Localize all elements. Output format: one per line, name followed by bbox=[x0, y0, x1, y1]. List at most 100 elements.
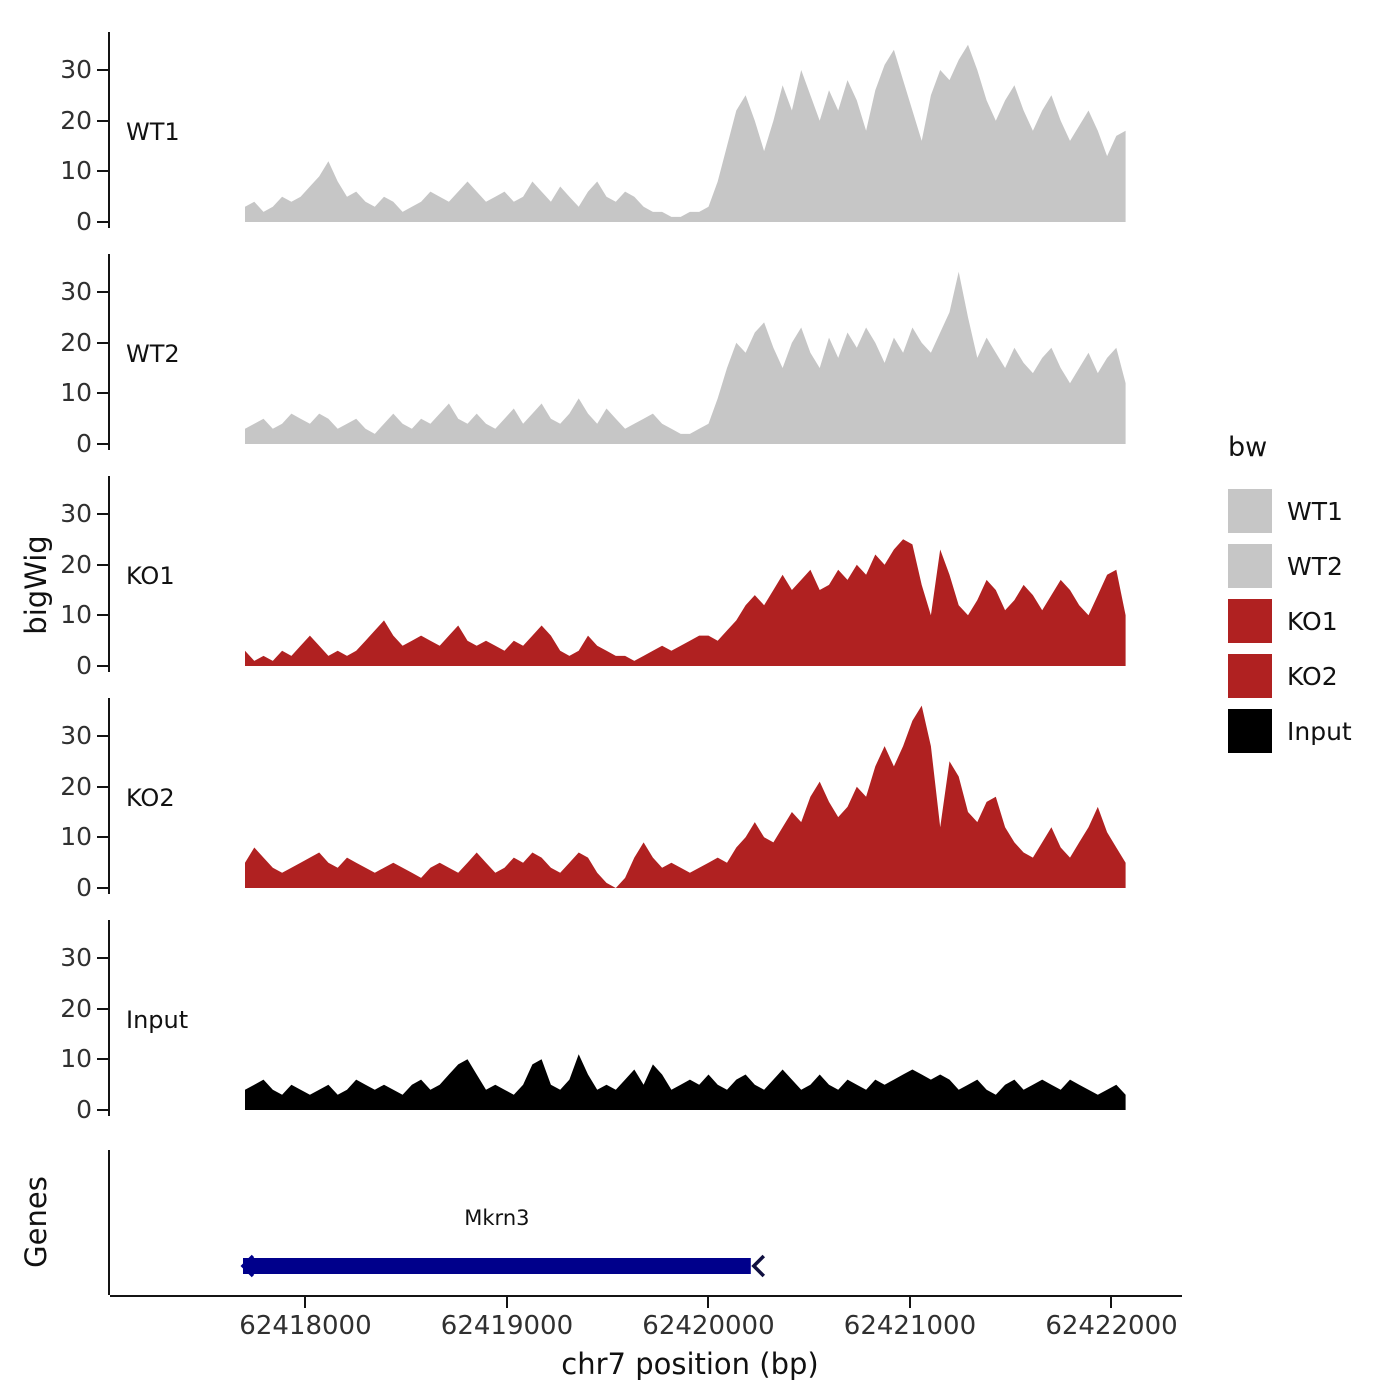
x-tick-label: 62422000 bbox=[1045, 1311, 1178, 1341]
y-tick-mark bbox=[97, 836, 108, 839]
y-axis-line bbox=[108, 1150, 110, 1295]
legend: bw WT1 WT2 KO1 KO2 Input bbox=[1228, 432, 1352, 764]
x-axis-title: chr7 position (bp) bbox=[561, 1347, 819, 1381]
gene-name-label: Mkrn3 bbox=[464, 1206, 530, 1230]
y-tick-label: 30 bbox=[60, 943, 92, 972]
y-tick-mark bbox=[97, 170, 108, 173]
area-series-KO1 bbox=[245, 539, 1126, 666]
x-tick-mark bbox=[707, 1297, 710, 1308]
legend-entry-ko1: KO1 bbox=[1228, 599, 1352, 643]
y-tick-label: 30 bbox=[60, 55, 92, 84]
track-label-ko2: KO2 bbox=[126, 784, 175, 812]
y-tick-mark bbox=[97, 785, 108, 788]
y-tick-mark bbox=[97, 221, 108, 223]
y-tick-label: 0 bbox=[76, 1095, 92, 1124]
track-panel-ko1: KO1 0 10 20 30 bbox=[0, 462, 1185, 684]
legend-swatch-wt1 bbox=[1228, 489, 1272, 533]
x-tick-label: 62420000 bbox=[642, 1311, 775, 1341]
y-tick-label: 0 bbox=[76, 429, 92, 458]
y-tick-mark bbox=[97, 735, 108, 737]
track-area-chart-wt2 bbox=[245, 271, 1126, 444]
legend-entry-wt2: WT2 bbox=[1228, 544, 1352, 588]
y-tick-label: 0 bbox=[76, 651, 92, 680]
y-tick-label: 20 bbox=[60, 327, 92, 357]
legend-label-wt1: WT1 bbox=[1287, 496, 1343, 526]
y-tick-mark bbox=[97, 563, 108, 566]
legend-label-ko1: KO1 bbox=[1287, 606, 1338, 636]
legend-swatch-ko1 bbox=[1228, 599, 1272, 643]
legend-label-wt2: WT2 bbox=[1287, 551, 1343, 581]
y-tick-label: 30 bbox=[60, 721, 92, 750]
x-axis: chr7 position (bp) 62418000 62419000 62420… bbox=[0, 1295, 1250, 1395]
x-tick-mark bbox=[304, 1297, 307, 1308]
y-tick-label: 10 bbox=[60, 378, 92, 408]
y-tick-mark bbox=[97, 119, 108, 122]
genes-panel: Mkrn3 bbox=[0, 1150, 1185, 1295]
y-tick-mark bbox=[97, 665, 108, 667]
y-tick-label: 10 bbox=[60, 156, 92, 186]
y-tick-label: 10 bbox=[60, 600, 92, 630]
legend-entry-ko2: KO2 bbox=[1228, 654, 1352, 698]
x-tick-label: 62418000 bbox=[239, 1311, 372, 1341]
x-tick-mark bbox=[505, 1297, 508, 1308]
legend-swatch-input bbox=[1228, 709, 1272, 753]
y-axis-line bbox=[108, 476, 110, 672]
track-panel-wt1: WT1 0 10 20 30 bbox=[0, 18, 1185, 240]
area-series-WT1 bbox=[245, 44, 1126, 223]
y-tick-label: 20 bbox=[60, 993, 92, 1023]
legend-title: bw bbox=[1228, 432, 1268, 463]
y-tick-mark bbox=[97, 1007, 108, 1010]
track-panel-ko2: KO2 0 10 20 30 bbox=[0, 684, 1185, 906]
y-tick-label: 10 bbox=[60, 1044, 92, 1074]
x-tick-label: 62419000 bbox=[440, 1311, 574, 1341]
y-tick-mark bbox=[97, 1109, 108, 1111]
area-series-WT2 bbox=[245, 271, 1126, 444]
legend-label-ko2: KO2 bbox=[1287, 661, 1338, 691]
gene-strand-arrow-icon bbox=[240, 1254, 255, 1278]
y-axis-line bbox=[108, 32, 110, 228]
y-tick-label: 20 bbox=[60, 549, 92, 579]
y-tick-label: 20 bbox=[60, 105, 92, 135]
y-tick-label: 0 bbox=[76, 873, 92, 902]
x-tick-mark bbox=[908, 1297, 911, 1308]
y-tick-label: 0 bbox=[76, 207, 92, 236]
legend-label-input: Input bbox=[1287, 716, 1352, 746]
gene-track-svg bbox=[240, 1254, 766, 1278]
track-panel-input: Input 0 10 20 30 bbox=[0, 906, 1185, 1128]
track-label-ko1: KO1 bbox=[126, 562, 175, 590]
track-area-chart-wt1 bbox=[245, 44, 1126, 223]
gene-body bbox=[242, 1258, 751, 1274]
y-tick-label: 10 bbox=[60, 822, 92, 852]
track-panel-wt2: WT2 0 10 20 30 bbox=[0, 240, 1185, 462]
track-label-wt2: WT2 bbox=[126, 340, 180, 368]
legend-swatch-wt2 bbox=[1228, 544, 1272, 588]
y-tick-mark bbox=[97, 69, 108, 71]
legend-entry-wt1: WT1 bbox=[1228, 489, 1352, 533]
track-area-chart-input bbox=[245, 1054, 1126, 1110]
y-axis-line bbox=[108, 920, 110, 1116]
y-tick-mark bbox=[97, 513, 108, 515]
legend-swatch-ko2 bbox=[1228, 654, 1272, 698]
track-area-chart-ko2 bbox=[245, 705, 1126, 888]
legend-entry-input: Input bbox=[1228, 709, 1352, 753]
y-tick-mark bbox=[97, 443, 108, 445]
track-area-chart-ko1 bbox=[245, 539, 1126, 666]
track-label-wt1: WT1 bbox=[126, 118, 180, 146]
y-tick-mark bbox=[97, 614, 108, 617]
gene-strand-arrow-icon bbox=[751, 1254, 766, 1278]
y-tick-mark bbox=[97, 291, 108, 293]
y-tick-label: 30 bbox=[60, 499, 92, 528]
y-tick-label: 20 bbox=[60, 771, 92, 801]
area-series-KO2 bbox=[245, 705, 1126, 888]
y-tick-mark bbox=[97, 341, 108, 344]
x-tick-label: 62421000 bbox=[843, 1311, 977, 1341]
y-tick-label: 30 bbox=[60, 277, 92, 306]
area-series-Input bbox=[245, 1054, 1126, 1110]
y-axis-line bbox=[108, 698, 110, 894]
y-tick-mark bbox=[97, 887, 108, 889]
x-axis-line bbox=[110, 1295, 1182, 1297]
y-tick-mark bbox=[97, 1058, 108, 1061]
y-tick-mark bbox=[97, 392, 108, 395]
y-axis-line bbox=[108, 254, 110, 450]
